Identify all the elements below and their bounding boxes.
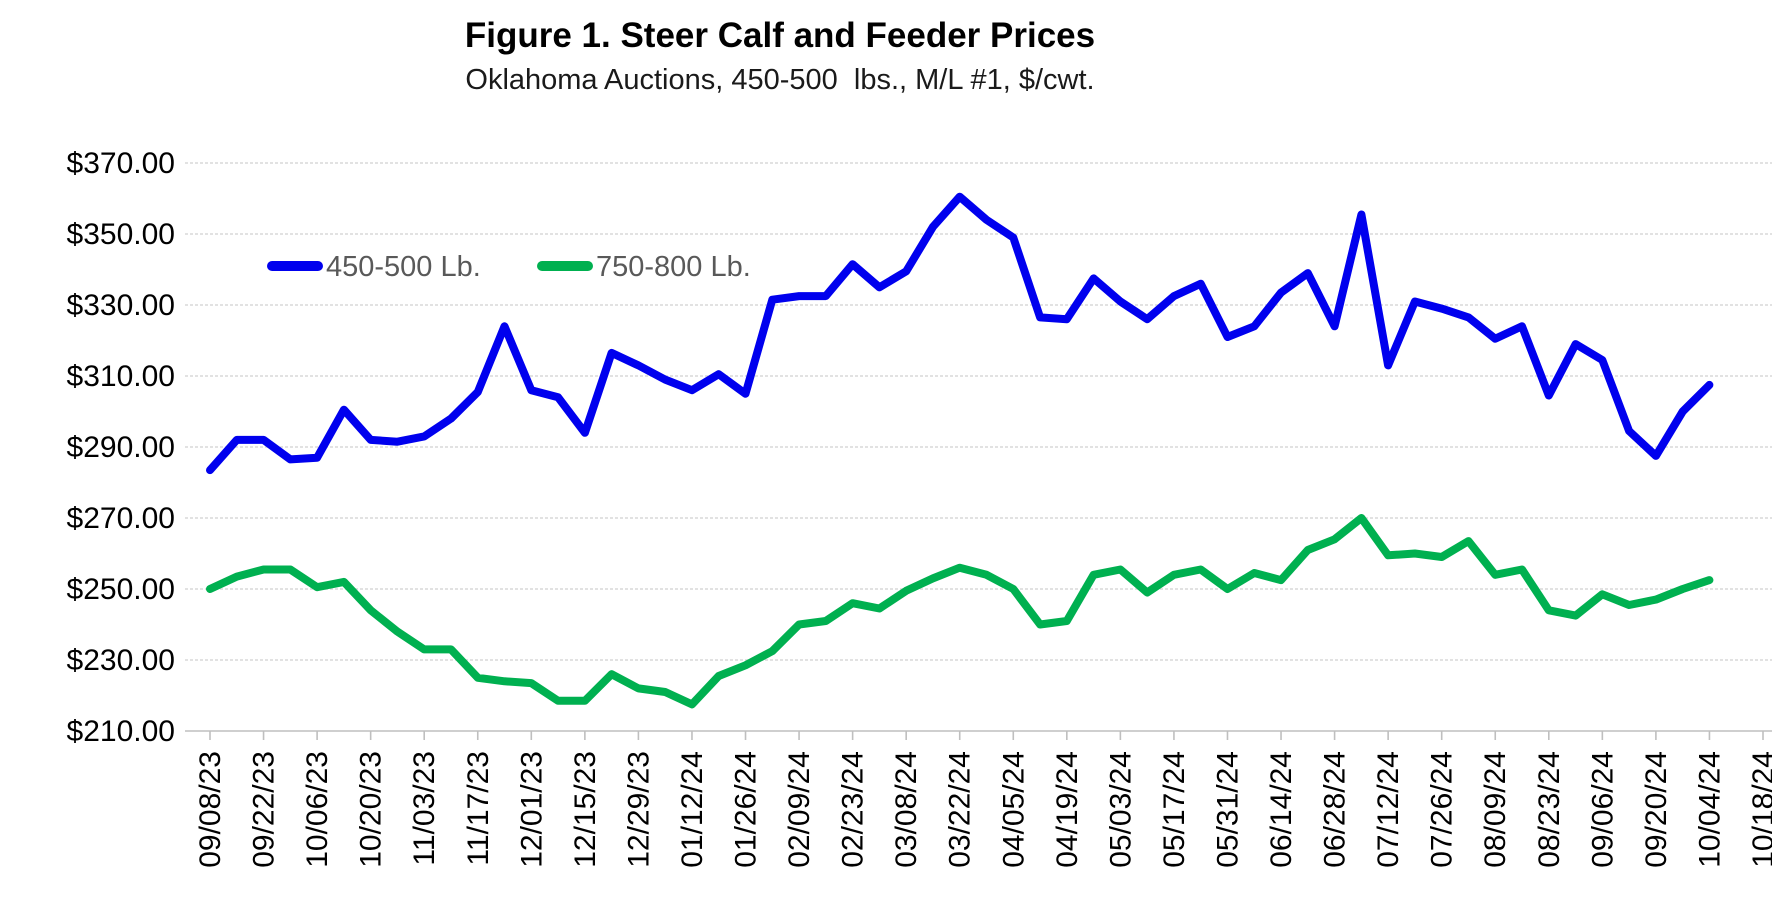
x-axis-tick-label: 06/28/24	[1319, 751, 1352, 868]
legend-label-450-500: 450-500 Lb.	[326, 251, 481, 283]
x-axis-tick-label: 01/26/24	[730, 751, 763, 868]
y-axis-tick-label: $310.00	[67, 360, 175, 393]
x-axis-tick-label: 11/03/23	[408, 751, 441, 866]
x-axis-tick-label: 07/26/24	[1426, 751, 1459, 868]
y-axis-tick-label: $290.00	[67, 431, 175, 464]
x-axis-tick-label: 02/23/24	[837, 751, 870, 868]
x-axis-tick-label: 12/01/23	[515, 751, 548, 868]
x-axis-tick-label: 10/20/23	[355, 751, 388, 868]
series-line-750-800	[206, 514, 1714, 709]
x-axis-tick-label: 08/09/24	[1479, 751, 1512, 868]
x-axis-tick-label: 09/22/23	[248, 751, 281, 868]
x-axis-tick-label: 10/04/24	[1693, 751, 1726, 868]
series-line-450-500	[206, 192, 1714, 475]
x-axis-tick-label: 05/03/24	[1104, 751, 1137, 868]
y-axis-tick-label: $270.00	[67, 502, 175, 535]
chart-title: Figure 1. Steer Calf and Feeder Prices	[464, 16, 1096, 55]
x-axis-tick-label: 10/18/24	[1747, 751, 1772, 868]
x-axis-tick-label: 11/17/23	[462, 751, 495, 866]
x-axis-tick-label: 10/06/23	[301, 751, 334, 868]
x-axis-tick-label: 01/12/24	[676, 751, 709, 868]
legend-label-750-800: 750-800 Lb.	[596, 251, 751, 283]
x-axis-tick-label: 09/08/23	[194, 751, 227, 868]
y-axis-tick-label: $330.00	[67, 289, 175, 322]
x-axis-tick-label: 08/23/24	[1533, 751, 1566, 868]
y-axis-tick-label: $230.00	[67, 644, 175, 677]
x-axis-tick-label: 07/12/24	[1372, 751, 1405, 868]
x-axis-tick-label: 02/09/24	[783, 751, 816, 868]
x-axis-tick-label: 12/29/23	[622, 751, 655, 868]
x-axis-tick-label: 09/20/24	[1640, 751, 1673, 868]
chart-subtitle: Oklahoma Auctions, 450-500 lbs., M/L #1,…	[465, 64, 1095, 96]
y-axis-tick-label: $370.00	[67, 147, 175, 180]
chart-header: Figure 1. Steer Calf and Feeder Prices O…	[0, 0, 1560, 97]
x-axis-tick-label: 05/17/24	[1158, 751, 1191, 868]
y-axis-tick-label: $350.00	[67, 218, 175, 251]
y-axis-tick-label: $250.00	[67, 573, 175, 606]
x-axis-tick-label: 06/14/24	[1265, 751, 1298, 868]
x-axis-tick-label: 04/19/24	[1051, 751, 1084, 868]
x-axis-tick-label: 03/22/24	[944, 751, 977, 868]
y-axis-tick-label: $210.00	[67, 715, 175, 748]
x-axis-tick-label: 03/08/24	[890, 751, 923, 868]
x-axis-tick-label: 05/31/24	[1211, 751, 1244, 868]
x-axis-tick-label: 09/06/24	[1586, 751, 1619, 868]
x-axis-tick-label: 12/15/23	[569, 751, 602, 868]
x-axis-tick-label: 04/05/24	[997, 751, 1030, 868]
